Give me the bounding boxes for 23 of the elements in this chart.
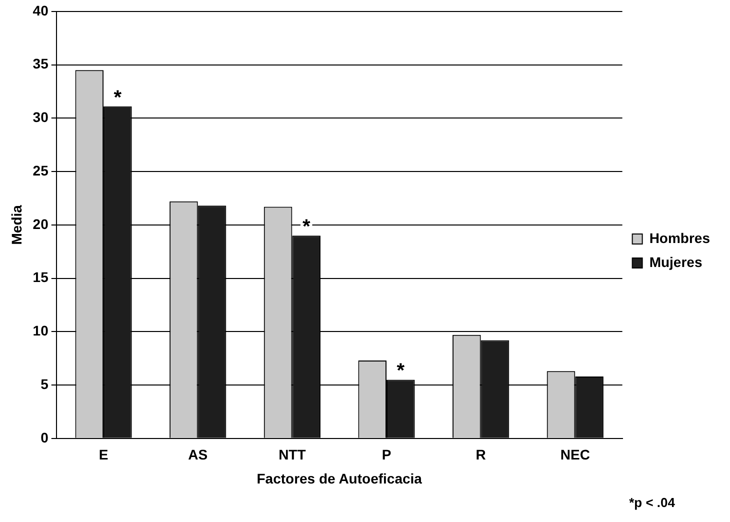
x-tick-label: NTT (278, 446, 306, 463)
legend-label: Hombres (649, 230, 710, 246)
x-tick-label: AS (188, 446, 208, 463)
y-tick-label: 40 (32, 2, 49, 18)
y-tick-label: 25 (32, 162, 49, 178)
y-tick-label: 20 (32, 216, 49, 232)
x-tick-label: E (98, 446, 108, 463)
y-tick-label: 10 (32, 322, 49, 339)
x-axis-title: Factores de Autoeficacia (256, 470, 422, 486)
annotation: * (302, 216, 310, 238)
x-tick-label: P (382, 446, 392, 463)
annotation: * (396, 360, 405, 382)
legend-label: Mujeres (649, 254, 702, 270)
annotation: * (114, 86, 122, 109)
y-tick-label: 0 (40, 429, 49, 446)
y-axis-title: Media (8, 204, 24, 245)
text: *p < .04 (629, 495, 675, 510)
y-tick-label: 5 (40, 376, 49, 392)
y-tick-label: 35 (32, 56, 49, 72)
x-tick-label: NEC (560, 446, 590, 463)
y-tick-label: 30 (32, 109, 49, 126)
y-tick-label: 15 (32, 269, 49, 286)
x-tick-label: R (476, 446, 486, 463)
